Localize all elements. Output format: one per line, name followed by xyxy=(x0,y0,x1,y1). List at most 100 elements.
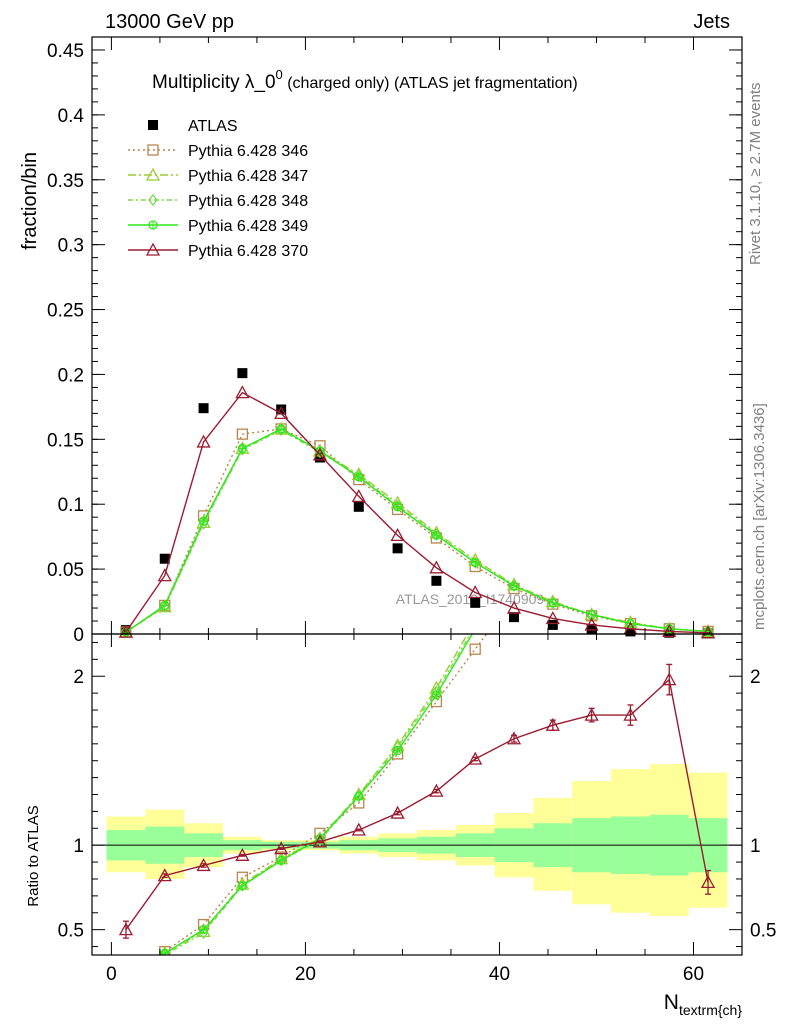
ratio-series-4-line xyxy=(125,678,709,931)
ratio-series-4-point-7 xyxy=(390,805,405,819)
ratio-series-3-point-1 xyxy=(160,948,170,955)
ratio-ytick-label-right-1: 1 xyxy=(750,836,761,857)
main-series-4-point-1 xyxy=(160,600,170,611)
main-series-0-point-4 xyxy=(276,404,287,415)
main-ytick-label-1: 0.05 xyxy=(47,560,84,581)
ratio-series-4-point-14 xyxy=(662,672,677,686)
ratio-xtick-label-0: 0 xyxy=(106,964,117,985)
legend-marker-0 xyxy=(148,120,158,130)
main-series-4-point-2 xyxy=(198,516,209,526)
mcplots-label: mcplots.cern.ch [arXiv:1306.3436] xyxy=(751,403,768,630)
main-panel-series xyxy=(118,368,716,639)
main-series-5-point-6 xyxy=(351,489,366,503)
ratio-series-3-point-9-ring xyxy=(471,625,479,633)
ratio-ytick-label-right-0: 0.5 xyxy=(750,921,776,942)
ratio-series-4-point-9 xyxy=(468,751,483,765)
main-series-5-point-3 xyxy=(235,385,250,399)
axis-ticks: 00.050.10.150.20.250.30.350.40.450 20 40 60… xyxy=(47,36,776,985)
header-right-label: Jets xyxy=(693,11,730,33)
main-series-4-line xyxy=(125,428,709,633)
main-ytick-label-8: 0.4 xyxy=(58,106,85,127)
ratio-ytick-label-0: 0.5 xyxy=(58,921,84,942)
ratio-series-3-point-7 xyxy=(392,745,403,756)
main-series-3-point-2 xyxy=(198,517,209,530)
ratio-series-1-line xyxy=(159,634,469,955)
main-series-5-point-7 xyxy=(390,528,405,542)
legend-marker-5 xyxy=(145,242,161,256)
main-y-axis-label: fraction/bin xyxy=(19,152,41,250)
main-series-5-line xyxy=(125,391,709,634)
main-series-5-point-8 xyxy=(429,560,444,574)
ratio-series-1-point-0 xyxy=(120,966,132,977)
main-series-4-point-8 xyxy=(431,530,442,541)
main-series-0-point-1 xyxy=(159,553,170,564)
ratio-y-axis-label: Ratio to ATLAS xyxy=(25,805,42,906)
header-left-label: 13000 GeV pp xyxy=(105,11,234,33)
legend-marker-1 xyxy=(147,144,159,156)
main-series-1-point-3 xyxy=(236,428,249,440)
title-superscript: 0 xyxy=(276,67,283,82)
ratio-ytick-label-right-2: 2 xyxy=(750,667,761,688)
main-series-5-point-11 xyxy=(545,611,560,625)
legend-marker-4 xyxy=(148,220,158,230)
ratio-series-4 xyxy=(118,663,716,939)
main-series-4-point-10 xyxy=(509,581,519,591)
main-series-5-point-12 xyxy=(584,617,599,631)
ratio-series-3-point-4 xyxy=(276,855,286,866)
main-series-4-point-12 xyxy=(586,609,597,620)
ratio-series-4-point-10 xyxy=(506,731,522,745)
ratio-series-4-point-1 xyxy=(157,868,172,882)
legend-label-0: ATLAS xyxy=(188,118,238,135)
legend-label-1: Pythia 6.428 346 xyxy=(188,143,308,160)
main-ytick-label-2: 0.1 xyxy=(58,495,84,516)
ratio-ytick-label-1: 1 xyxy=(73,836,84,857)
ratio-series-4-point-15 xyxy=(700,874,716,889)
ratio-series-4-point-3 xyxy=(235,847,250,861)
main-ytick-label-6: 0.3 xyxy=(58,236,84,257)
legend-entry-4: Pythia 6.428 349 xyxy=(128,218,308,235)
ratio-series-2-point-0 xyxy=(122,967,130,977)
main-series-5-point-4 xyxy=(274,406,289,420)
main-series-0-point-8 xyxy=(431,575,442,586)
ratio-series-0 xyxy=(121,634,488,977)
main-series-0-point-9 xyxy=(470,597,481,608)
main-series-0-point-10 xyxy=(509,612,520,623)
title-rest-text: (charged only) (ATLAS jet fragmentation) xyxy=(283,75,578,92)
ratio-series-3-line xyxy=(159,634,474,955)
main-series-5-point-1 xyxy=(157,568,172,582)
ratio-series-4-point-4 xyxy=(274,841,289,855)
main-series-5 xyxy=(118,385,716,639)
main-series-0-point-12 xyxy=(586,623,597,634)
main-series-5-point-5 xyxy=(312,447,328,461)
ratio-series-0-point-0 xyxy=(121,967,131,977)
main-series-0-point-11 xyxy=(547,619,558,630)
main-series-0-point-13 xyxy=(625,626,636,637)
ratio-panel-series xyxy=(118,621,716,977)
ratio-series-4-point-6 xyxy=(351,822,366,836)
legend-marker-2 xyxy=(145,167,161,181)
main-series-3-point-15 xyxy=(703,625,713,638)
main-series-5-point-14 xyxy=(662,624,677,638)
main-ytick-label-0: 0 xyxy=(73,625,84,646)
ratio-xtick-label-2: 40 xyxy=(489,964,510,985)
main-series-0-point-2 xyxy=(198,403,209,414)
ratio-series-4-point-2 xyxy=(196,858,211,872)
ratio-series-2 xyxy=(122,621,479,977)
main-series-4-point-7 xyxy=(392,502,403,512)
main-ytick-label-5: 0.25 xyxy=(47,301,84,322)
main-series-4-point-9 xyxy=(470,557,480,568)
main-series-5-point-9 xyxy=(468,585,483,599)
analysis-watermark: ATLAS_2019_I1740909 xyxy=(396,591,545,607)
x-axis-label: Ntextrm{ch} xyxy=(664,991,743,1018)
main-series-4-point-4 xyxy=(276,424,286,434)
ratio-series-3-point-3 xyxy=(237,881,248,891)
ratio-series-2-point-9 xyxy=(471,621,479,631)
main-series-4-point-11 xyxy=(548,598,558,608)
main-series-0-point-7 xyxy=(392,543,403,554)
legend-entry-3: Pythia 6.428 348 xyxy=(128,193,308,210)
ratio-series-4-point-13 xyxy=(623,707,638,721)
main-series-4-point-3 xyxy=(237,443,248,454)
legend-entry-5: Pythia 6.428 370 xyxy=(128,242,308,260)
legend-entry-2: Pythia 6.428 347 xyxy=(128,167,308,185)
